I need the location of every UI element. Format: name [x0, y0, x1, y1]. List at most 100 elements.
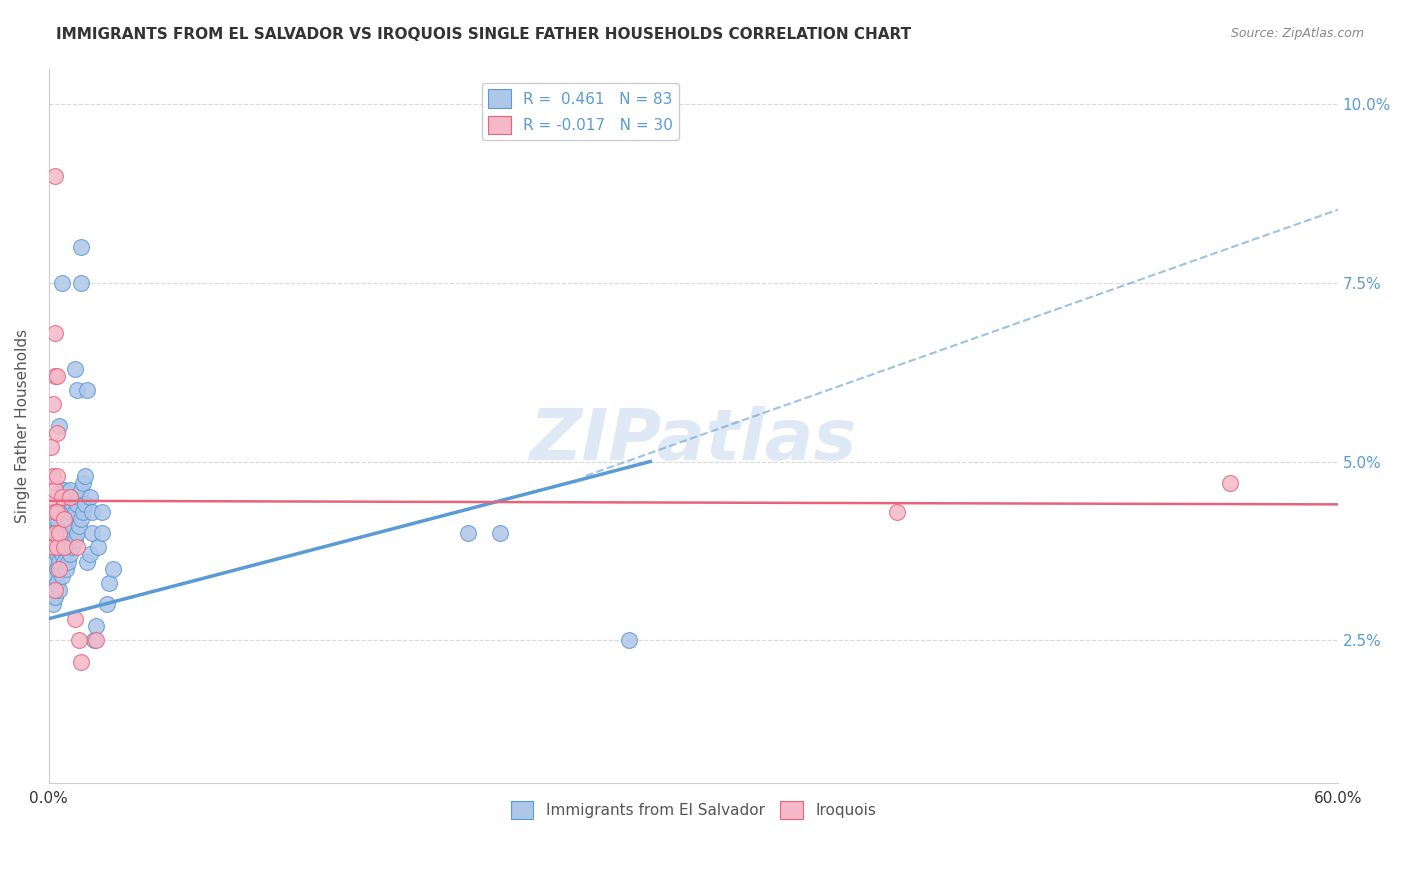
- Point: [66, 497, 89, 511]
- Point: [42, 541, 65, 555]
- Point: [46, 541, 69, 555]
- Point: [44, 483, 66, 497]
- Point: [48, 555, 70, 569]
- Point: [44, 525, 66, 540]
- Point: [56, 533, 79, 547]
- Point: [44, 591, 66, 605]
- Point: [60, 518, 83, 533]
- Point: [44, 511, 66, 525]
- Point: [96, 598, 118, 612]
- Point: [80, 504, 103, 518]
- Point: [44, 326, 66, 340]
- Point: [60, 497, 83, 511]
- Point: [39, 583, 62, 598]
- Point: [80, 525, 103, 540]
- Text: Source: ZipAtlas.com: Source: ZipAtlas.com: [1230, 27, 1364, 40]
- Point: [55, 562, 77, 576]
- Point: [59, 490, 82, 504]
- Point: [48, 525, 70, 540]
- Point: [48, 541, 70, 555]
- Point: [70, 240, 93, 254]
- Point: [51, 490, 73, 504]
- Point: [56, 490, 79, 504]
- Point: [67, 518, 90, 533]
- Point: [76, 383, 98, 397]
- Point: [617, 633, 640, 648]
- Point: [42, 397, 65, 411]
- Point: [1219, 475, 1241, 490]
- Point: [70, 483, 93, 497]
- Point: [63, 612, 86, 626]
- Point: [59, 525, 82, 540]
- Point: [87, 541, 110, 555]
- Point: [46, 425, 69, 440]
- Point: [51, 483, 73, 497]
- Point: [44, 504, 66, 518]
- Point: [72, 504, 94, 518]
- Point: [55, 541, 77, 555]
- Point: [59, 548, 82, 562]
- Point: [44, 541, 66, 555]
- Y-axis label: Single Father Households: Single Father Households: [15, 329, 30, 523]
- Point: [70, 276, 93, 290]
- Point: [63, 504, 86, 518]
- Point: [52, 504, 75, 518]
- Point: [63, 533, 86, 547]
- Point: [44, 368, 66, 383]
- Point: [46, 576, 69, 591]
- Point: [44, 583, 66, 598]
- Point: [44, 525, 66, 540]
- Point: [457, 525, 479, 540]
- Point: [44, 169, 66, 183]
- Point: [76, 555, 98, 569]
- Point: [59, 483, 82, 497]
- Point: [46, 525, 69, 540]
- Point: [51, 548, 73, 562]
- Point: [91, 504, 114, 518]
- Point: [70, 655, 93, 669]
- Point: [79, 548, 101, 562]
- Point: [46, 468, 69, 483]
- Point: [56, 555, 79, 569]
- Point: [39, 562, 62, 576]
- Point: [84, 619, 107, 633]
- Point: [55, 504, 77, 518]
- Point: [51, 276, 73, 290]
- Point: [52, 483, 75, 497]
- Point: [44, 555, 66, 569]
- Point: [39, 440, 62, 454]
- Point: [489, 525, 512, 540]
- Point: [42, 541, 65, 555]
- Point: [39, 490, 62, 504]
- Point: [42, 569, 65, 583]
- Point: [66, 541, 89, 555]
- Point: [51, 504, 73, 518]
- Point: [84, 633, 107, 648]
- Point: [48, 525, 70, 540]
- Point: [46, 562, 69, 576]
- Point: [42, 468, 65, 483]
- Point: [51, 525, 73, 540]
- Point: [56, 511, 79, 525]
- Point: [46, 548, 69, 562]
- Point: [48, 583, 70, 598]
- Point: [48, 562, 70, 576]
- Point: [59, 504, 82, 518]
- Legend: Immigrants from El Salvador, Iroquois: Immigrants from El Salvador, Iroquois: [505, 795, 882, 825]
- Point: [91, 525, 114, 540]
- Point: [42, 525, 65, 540]
- Point: [46, 368, 69, 383]
- Point: [886, 504, 908, 518]
- Point: [103, 562, 125, 576]
- Point: [42, 555, 65, 569]
- Point: [46, 504, 69, 518]
- Point: [48, 418, 70, 433]
- Point: [55, 525, 77, 540]
- Point: [60, 541, 83, 555]
- Point: [42, 598, 65, 612]
- Point: [75, 468, 97, 483]
- Point: [52, 541, 75, 555]
- Point: [72, 475, 94, 490]
- Point: [79, 490, 101, 504]
- Point: [66, 383, 89, 397]
